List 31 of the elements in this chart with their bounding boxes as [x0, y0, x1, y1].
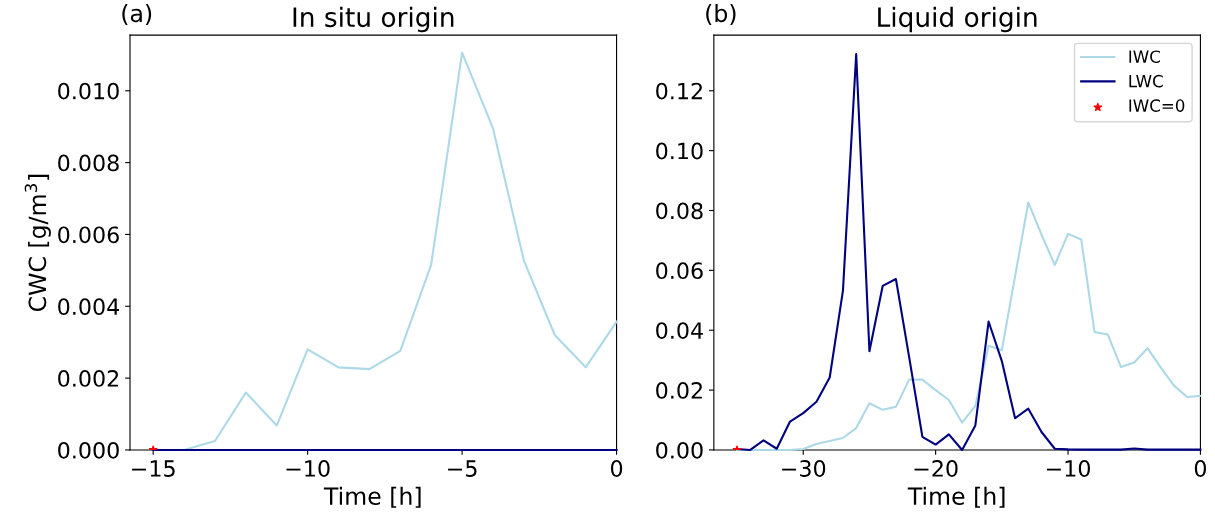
y-tick-label: 0.12	[656, 82, 702, 100]
y-tick-label: 0.02	[656, 382, 702, 399]
x-tick-label: −15	[132, 460, 175, 477]
text: (a)	[122, 3, 152, 25]
legend-label: IWC=0	[1129, 99, 1185, 112]
y-tick-label: 0.06	[656, 262, 703, 280]
y-tick-label: 0.004	[58, 298, 120, 316]
y-tick-label: 0.08	[656, 202, 703, 220]
x-tick-label: −10	[1046, 460, 1090, 477]
y-tick-label: 0.002	[58, 370, 119, 387]
y-tick-label: 0.10	[656, 142, 703, 160]
y-tick-label: 0.010	[58, 82, 119, 100]
y-tick-label: 0.000	[58, 441, 119, 459]
text: (b)	[706, 3, 736, 25]
x-axis-title: Time [h]	[323, 486, 421, 508]
x-axis-title: Time [h]	[907, 486, 1005, 508]
y-tick-label: 0.04	[656, 322, 703, 339]
x-tick-label: −20	[914, 460, 958, 477]
legend-label: IWC	[1129, 50, 1160, 63]
x-tick-label: 0	[1194, 460, 1207, 477]
legend-label: LWC	[1129, 74, 1163, 88]
x-tick-label: −5	[448, 460, 477, 477]
y-tick-label: 0.006	[58, 226, 119, 244]
x-tick-label: −10	[286, 460, 330, 477]
y-tick-label: 0.008	[58, 154, 119, 172]
y-axis-title: CWC [g/m$^{3}$]	[24, 174, 51, 312]
y-tick-label: 0.00	[656, 441, 703, 459]
x-tick-label: −30	[782, 460, 826, 477]
chart-title: Liquid origin	[878, 6, 1037, 33]
chart-title: In situ origin	[293, 6, 454, 33]
x-tick-label: 0	[610, 460, 623, 477]
